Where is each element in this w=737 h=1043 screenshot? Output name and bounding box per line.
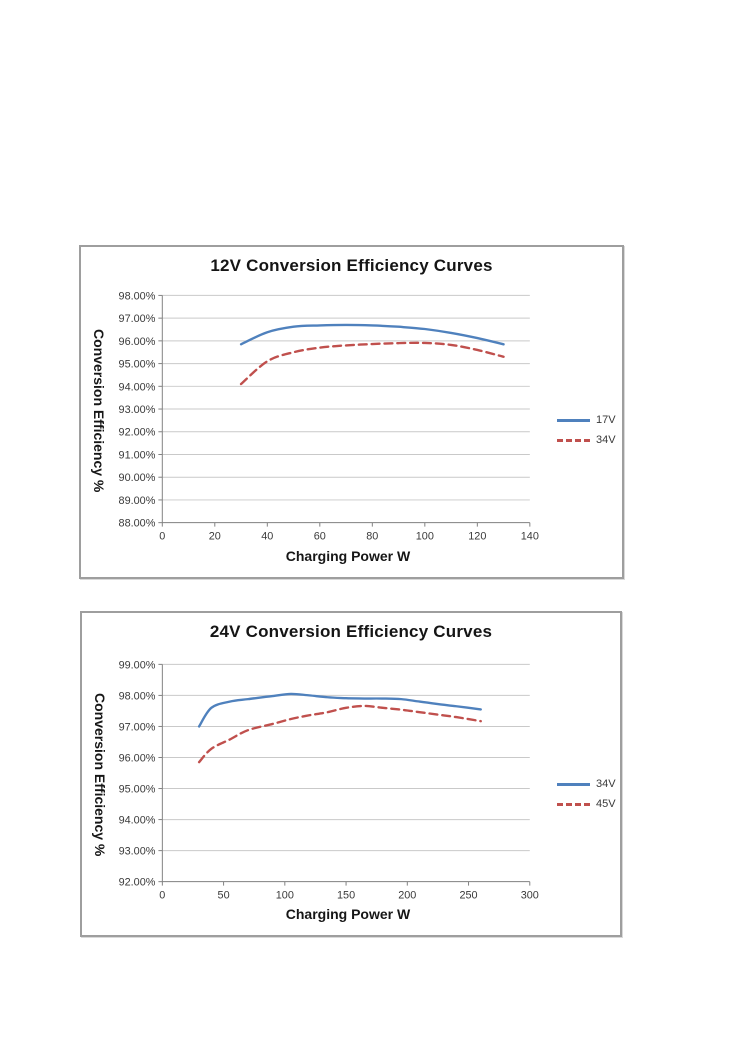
x-tick-label: 300 bbox=[521, 889, 539, 901]
x-tick-label: 40 bbox=[261, 530, 273, 542]
legend-line-sample-dashed bbox=[557, 802, 590, 806]
x-tick-label: 0 bbox=[159, 889, 165, 901]
y-tick-label: 93.00% bbox=[119, 846, 156, 858]
legend-item-45v: 45V bbox=[557, 794, 616, 814]
x-tick-label: 100 bbox=[276, 889, 294, 901]
y-tick-label: 93.00% bbox=[119, 404, 156, 416]
chart-title: 12V Conversion Efficiency Curves bbox=[210, 256, 493, 275]
x-tick-label: 140 bbox=[521, 530, 539, 542]
x-tick-label: 60 bbox=[314, 530, 326, 542]
chart-24v-efficiency: 24V Conversion Efficiency Curves 99.00% 9… bbox=[80, 611, 622, 937]
x-tick-label: 200 bbox=[398, 889, 416, 901]
x-tick-label: 100 bbox=[416, 530, 434, 542]
x-tick-label: 250 bbox=[459, 889, 477, 901]
y-tick-label: 90.00% bbox=[119, 472, 156, 484]
plot-area: 98.00% 97.00% 96.00% 95.00% 94.00% 93.00% 92.0… bbox=[119, 290, 539, 542]
legend-line-sample-solid bbox=[557, 782, 590, 786]
x-axis-title: Charging Power W bbox=[285, 906, 411, 922]
legend-item-34v: 34V bbox=[557, 430, 616, 450]
series-line-34v bbox=[197, 692, 482, 728]
legend-item-34v: 34V bbox=[557, 774, 616, 794]
chart-12v-efficiency: 12V Conversion Efficiency Curves 98.00% 9… bbox=[79, 245, 624, 579]
y-tick-label: 98.00% bbox=[119, 690, 156, 702]
plot-area: 99.00% 98.00% 97.00% 96.00% 95.00% 94.00% 93.0… bbox=[119, 659, 539, 901]
legend: 17V 34V bbox=[557, 410, 616, 450]
series-line-34v bbox=[239, 341, 505, 386]
y-tick-label: 92.00% bbox=[119, 877, 156, 889]
legend-label: 34V bbox=[596, 434, 616, 446]
legend-label: 17V bbox=[596, 414, 616, 426]
legend-label: 34V bbox=[596, 778, 616, 790]
series-line-17v bbox=[239, 323, 505, 346]
y-tick-label: 95.00% bbox=[119, 783, 156, 795]
legend-label: 45V bbox=[596, 798, 616, 810]
y-tick-label: 94.00% bbox=[119, 381, 156, 393]
y-tick-label: 92.00% bbox=[119, 427, 156, 439]
legend-line-sample-dashed bbox=[557, 438, 590, 442]
x-tick-label: 80 bbox=[366, 530, 378, 542]
y-tick-label: 94.00% bbox=[119, 815, 156, 827]
chart-title: 24V Conversion Efficiency Curves bbox=[209, 622, 493, 641]
y-tick-label: 99.00% bbox=[119, 659, 156, 671]
x-axis-title: Charging Power W bbox=[285, 548, 411, 564]
y-axis-title: Conversion Efficiency % bbox=[92, 693, 108, 857]
x-tick-label: 50 bbox=[218, 889, 230, 901]
x-tick-label: 0 bbox=[159, 530, 165, 542]
legend-line-sample-solid bbox=[557, 418, 590, 422]
y-tick-label: 95.00% bbox=[119, 359, 156, 371]
y-tick-label: 96.00% bbox=[119, 336, 156, 348]
y-tick-label: 89.00% bbox=[119, 495, 156, 507]
legend-item-17v: 17V bbox=[557, 410, 616, 430]
x-tick-label: 120 bbox=[468, 530, 486, 542]
x-tick-label: 150 bbox=[337, 889, 355, 901]
y-tick-label: 96.00% bbox=[119, 752, 156, 764]
y-tick-label: 88.00% bbox=[119, 518, 156, 530]
x-tick-label: 20 bbox=[209, 530, 221, 542]
y-tick-label: 97.00% bbox=[119, 721, 156, 733]
y-axis-title: Conversion Efficiency % bbox=[91, 329, 107, 493]
legend: 34V 45V bbox=[557, 774, 616, 814]
y-tick-label: 97.00% bbox=[119, 313, 156, 325]
y-tick-label: 91.00% bbox=[119, 449, 156, 461]
series-line-45v bbox=[197, 704, 482, 764]
y-tick-label: 98.00% bbox=[119, 290, 156, 302]
